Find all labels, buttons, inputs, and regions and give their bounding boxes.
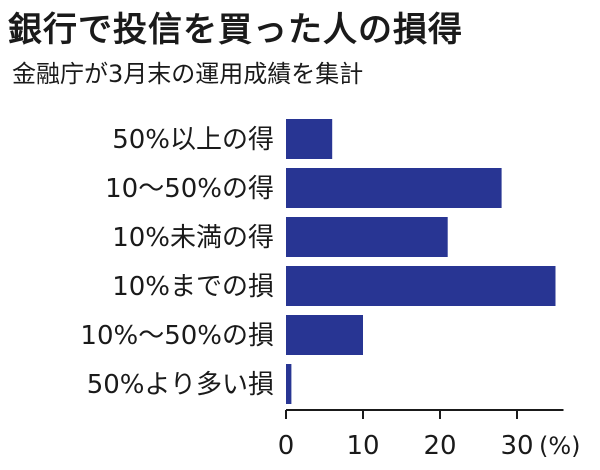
category-labels: 50%以上の得 10〜50%の得 10%未満の得 10%までの損 10%〜50%の損 50…: [80, 125, 274, 400]
category-label: 50%以上の得: [112, 125, 274, 155]
category-label: 10%までの損: [112, 272, 274, 302]
chart-title: 銀行で投信を買った人の損得: [8, 10, 463, 50]
category-label: 50%より多い損: [87, 370, 274, 400]
x-axis-unit-label: (%): [539, 432, 581, 460]
category-label: 10〜50%の得: [105, 174, 274, 204]
bar: [286, 266, 556, 306]
bar: [286, 168, 502, 208]
x-tick-label: 30: [500, 431, 533, 461]
x-tick-label: 20: [423, 431, 456, 461]
x-tick-label: 10: [346, 431, 379, 461]
category-label: 10%〜50%の損: [80, 321, 274, 351]
bar: [286, 119, 333, 159]
bar: [286, 315, 363, 355]
bars-group: [286, 119, 556, 404]
bar: [286, 364, 292, 404]
bar: [286, 217, 448, 257]
chart-subtitle: 金融庁が3月末の運用成績を集計: [12, 60, 364, 88]
x-ticks-group: 0 10 20 30: [278, 410, 534, 461]
category-label: 10%未満の得: [112, 223, 274, 253]
x-tick-label: 0: [278, 431, 295, 461]
